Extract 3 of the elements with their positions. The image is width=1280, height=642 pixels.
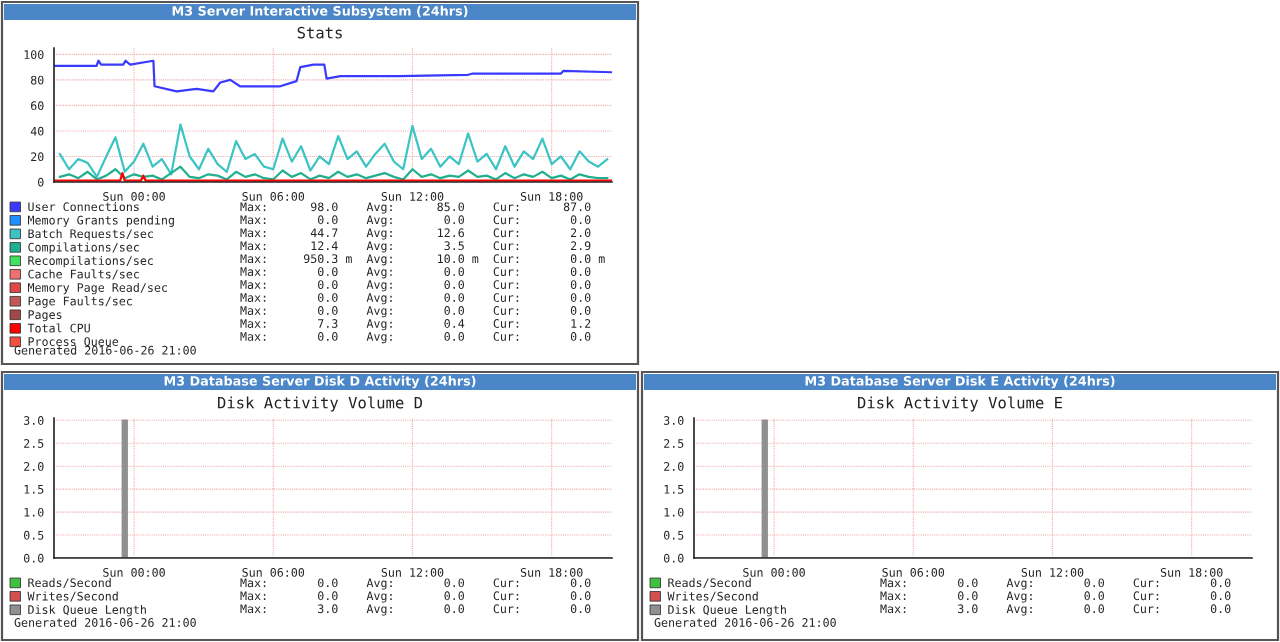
line-series [58, 165, 609, 181]
line-series [58, 123, 609, 179]
line-series [54, 59, 612, 93]
